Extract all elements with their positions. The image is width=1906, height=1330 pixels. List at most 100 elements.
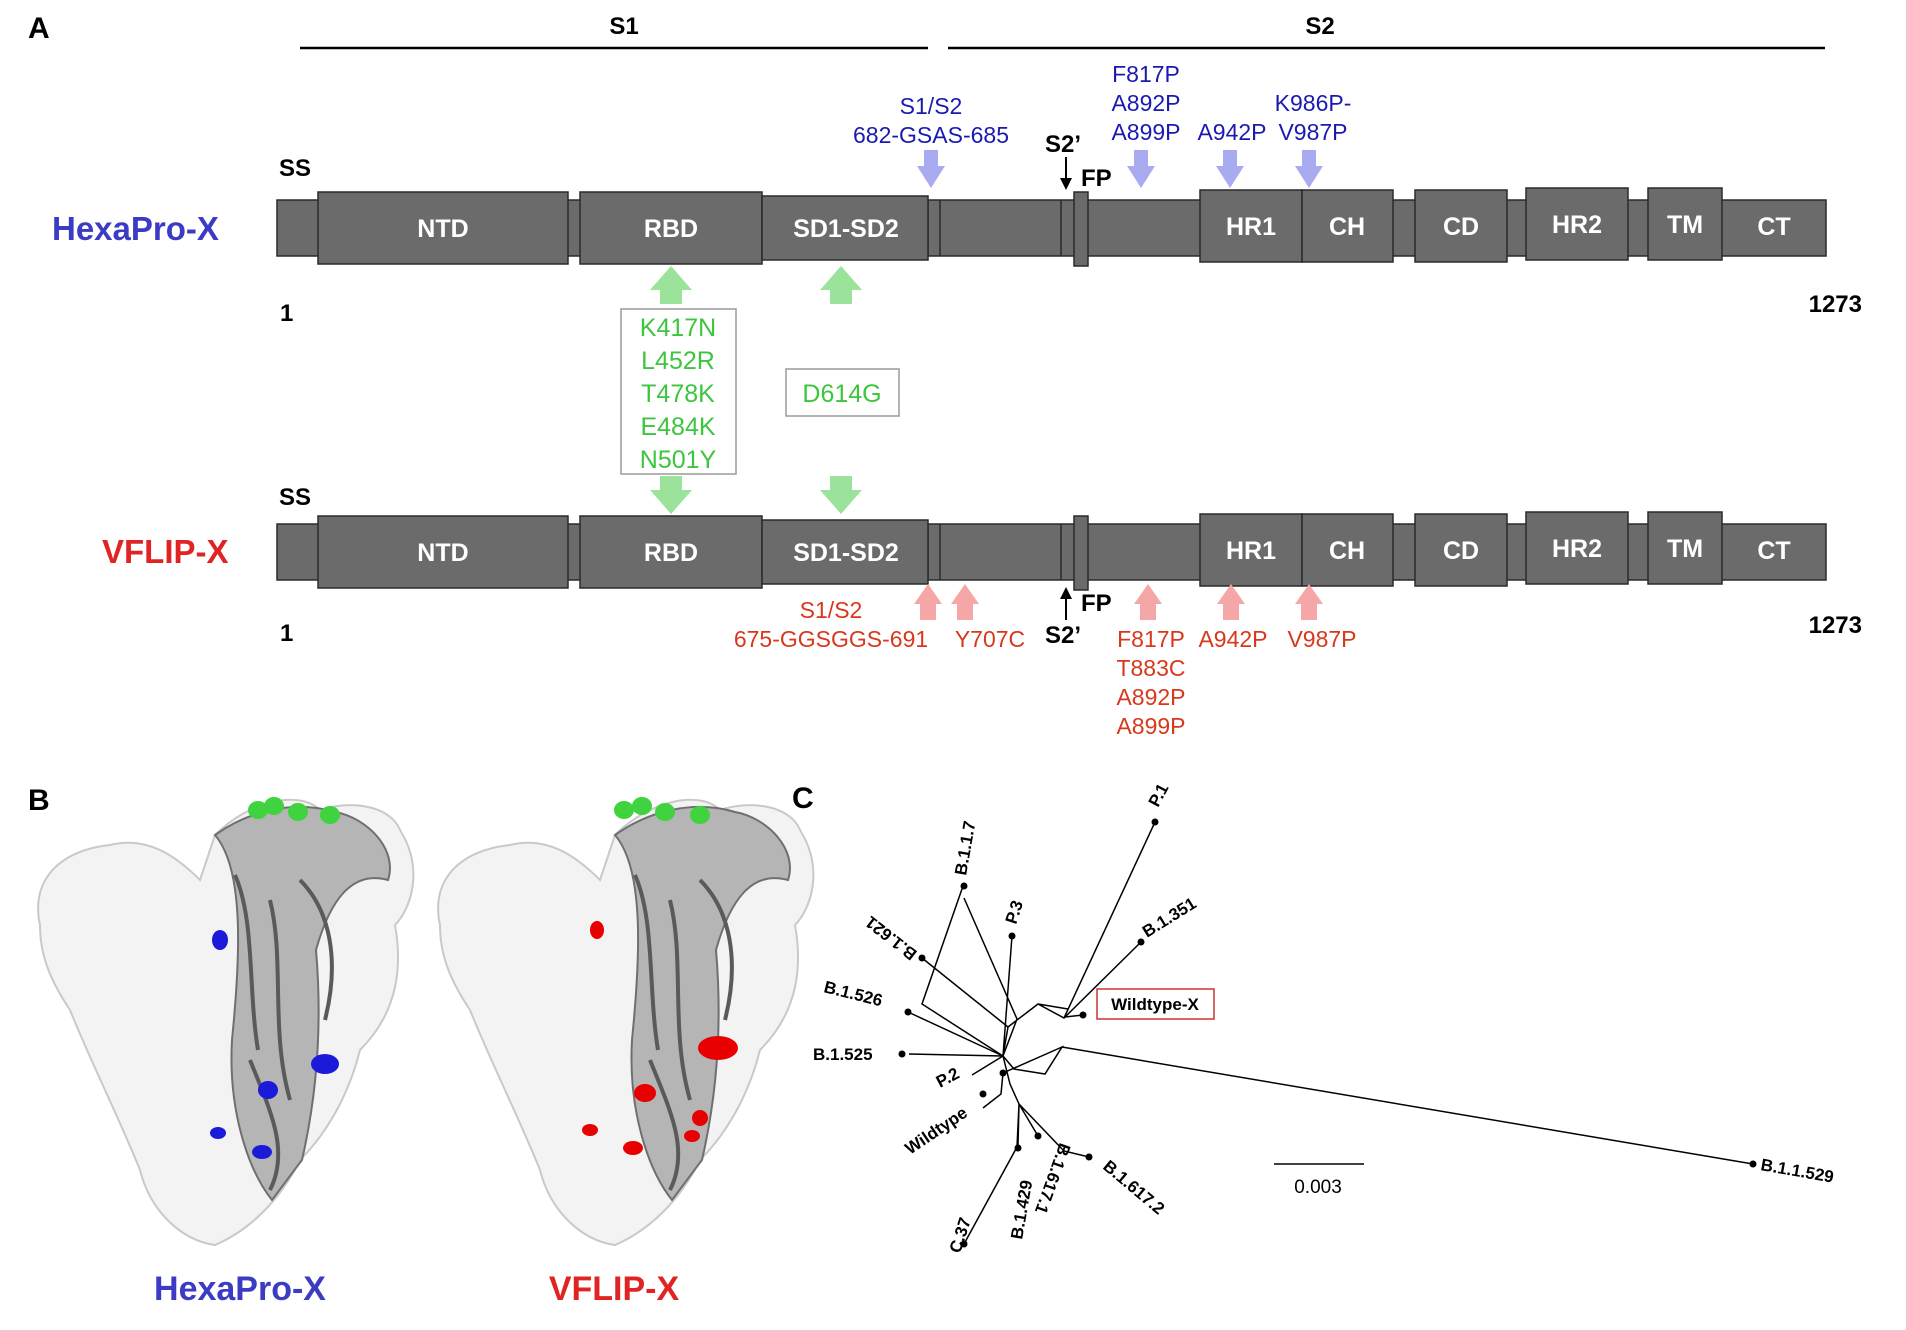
hexapro-start: 1 <box>280 300 293 327</box>
vflip-end: 1273 <box>1809 612 1862 639</box>
hexapro-domain-rbd <box>579 191 763 265</box>
tree-label-p1: P.1 <box>1145 780 1173 810</box>
tree-label-p3: P.3 <box>1002 898 1027 926</box>
tree-tip-p1 <box>1151 818 1159 826</box>
tree-tip-p3 <box>1008 932 1016 940</box>
tree-label-p2: P.2 <box>933 1064 963 1092</box>
vflip-arrow-v987 <box>1295 584 1323 620</box>
sd-mutation-box <box>785 368 900 417</box>
hexapro-domain-ntd-label: NTD <box>417 215 468 243</box>
tree-branch-b1351 <box>1063 941 1142 1019</box>
hexapro-structure-label: HexaPro-X <box>154 1270 326 1308</box>
vflip-s2prime-label: S2’ <box>1045 622 1081 649</box>
vflip-arrow-y707 <box>951 584 979 620</box>
hexapro-mut-k986p: K986P- <box>1275 90 1352 116</box>
vflip-mut-v987p: V987P <box>1287 626 1356 652</box>
phylo-tree: P.1 B.1.351 B.1.1.7 P.3 B.1.621 B.1.526 … <box>813 780 1835 1255</box>
hexapro-domain-tm-label: TM <box>1667 211 1703 239</box>
tree-tip-b11529 <box>1749 1160 1757 1168</box>
vflip-mutation-site <box>692 1110 708 1126</box>
vflip-arrow-fp <box>1134 584 1162 620</box>
hexapro-domain-tm <box>1647 187 1723 261</box>
hexapro-name: HexaPro-X <box>52 210 219 247</box>
vflip-mut-ggsggs: 675-GGSGGS-691 <box>734 626 928 652</box>
hexapro-mut-s1s2: S1/S2 <box>900 93 963 119</box>
hexapro-mut-f817p: F817P <box>1112 61 1180 87</box>
vflip-domain-ch-label: CH <box>1329 537 1365 565</box>
rbd-arrow-down <box>650 476 692 514</box>
vflip-mutation-site <box>590 921 604 939</box>
vflip-domain-tm-label: TM <box>1667 535 1703 563</box>
vflip-domain-ntd <box>317 515 569 589</box>
vflip-domain-ct-label: CT <box>1757 537 1790 565</box>
tree-label-wildtype-x: Wildtype-X <box>1111 995 1199 1014</box>
hexapro-structure: HexaPro-X <box>37 797 415 1308</box>
hexapro-arrow-a942 <box>1216 150 1244 188</box>
vflip-mutation-site <box>698 1036 738 1060</box>
vflip-mut-a899p: A899P <box>1116 713 1185 739</box>
vflip-mutation-site <box>582 1124 598 1136</box>
vflip-domain-tm <box>1647 511 1723 585</box>
vflip-helices <box>633 874 734 1191</box>
hexapro-mut-gsas: 682-GSAS-685 <box>853 122 1009 148</box>
hexapro-domain-ntd <box>317 191 569 265</box>
vflip-arrow-a942 <box>1217 584 1245 620</box>
s1-label: S1 <box>609 13 638 40</box>
vflip-mut-y707c: Y707C <box>955 626 1025 652</box>
tree-tip-b1525 <box>898 1050 906 1058</box>
tree-tip-b1429 <box>1014 1144 1022 1152</box>
hexapro-mut-a899p: A899P <box>1111 119 1180 145</box>
hexapro-domain-ct-label: CT <box>1757 213 1790 241</box>
hexapro-domain-hr1-label: HR1 <box>1226 213 1276 241</box>
vflip-rbd-site <box>632 797 652 815</box>
tree-label-b1526: B.1.526 <box>822 977 884 1010</box>
hexapro-domain-ch-label: CH <box>1329 213 1365 241</box>
tree-tip-p2 <box>999 1069 1007 1077</box>
vflip-mut-f817p: F817P <box>1117 626 1185 652</box>
tree-branches <box>908 821 1754 1245</box>
hexapro-helices <box>233 874 334 1191</box>
hexapro-domain-sd1-sd2 <box>761 195 929 261</box>
s2-label: S2 <box>1305 13 1334 40</box>
mut-n501y: N501Y <box>640 446 717 474</box>
hexapro-mutation-site <box>311 1054 339 1074</box>
hexapro-fp-block <box>1073 191 1089 267</box>
panel-c-label: C <box>792 782 814 815</box>
hexapro-domain-rbd-label: RBD <box>644 215 698 243</box>
vflip-domain-cd-label: CD <box>1443 537 1479 565</box>
vflip-fp-block <box>1073 515 1089 591</box>
vflip-mutations: S1/S2 675-GGSGGS-691 Y707C F817P T883C A… <box>734 584 1357 739</box>
hexapro-rbd-site <box>320 806 340 824</box>
rbd-arrow-up <box>650 266 692 304</box>
hexapro-domain-cd <box>1414 189 1508 263</box>
sd-arrow-up <box>820 266 862 304</box>
vflip-construct: VFLIP-X SS NTD RBD SD1-SD2 HR1 CH CD HR2… <box>102 484 1862 649</box>
tree-label-wildtype: Wildtype <box>902 1103 971 1158</box>
hexapro-rbd-site <box>248 801 268 819</box>
tree-label-b1525: B.1.525 <box>813 1045 873 1064</box>
hexapro-ss-label: SS <box>279 155 311 182</box>
vflip-mut-a892p: A892P <box>1116 684 1185 710</box>
scale-bar-label: 0.003 <box>1294 1177 1342 1198</box>
hexapro-arrow-k986 <box>1295 150 1323 188</box>
vflip-domain-ntd-label: NTD <box>417 539 468 567</box>
tree-tip-b16172 <box>1085 1153 1093 1161</box>
vflip-ss-label: SS <box>279 484 311 511</box>
hexapro-mut-v987p: V987P <box>1278 119 1347 145</box>
hexapro-domain-hr2 <box>1525 187 1629 261</box>
hexapro-domain-hr1 <box>1199 189 1303 263</box>
tree-label-c37: C.37 <box>946 1215 975 1255</box>
vflip-domain-rbd <box>579 515 763 589</box>
hexapro-mutation-site <box>210 1127 226 1139</box>
tree-label-b16172: B.1.617.2 <box>1099 1157 1168 1219</box>
vflip-domain-rbd-label: RBD <box>644 539 698 567</box>
vflip-domain-sd1-sd2 <box>761 519 929 585</box>
vflip-mutation-site <box>684 1130 700 1142</box>
vflip-rbd-site <box>655 803 675 821</box>
tree-tip-b16171 <box>1034 1132 1042 1140</box>
hexapro-construct: HexaPro-X SS NTD RBD SD1-SD2 HR1 CH CD H… <box>52 131 1862 327</box>
hexapro-end: 1273 <box>1809 291 1862 318</box>
hexapro-domain-ch <box>1301 189 1394 263</box>
vflip-fp-label: FP <box>1081 590 1112 617</box>
